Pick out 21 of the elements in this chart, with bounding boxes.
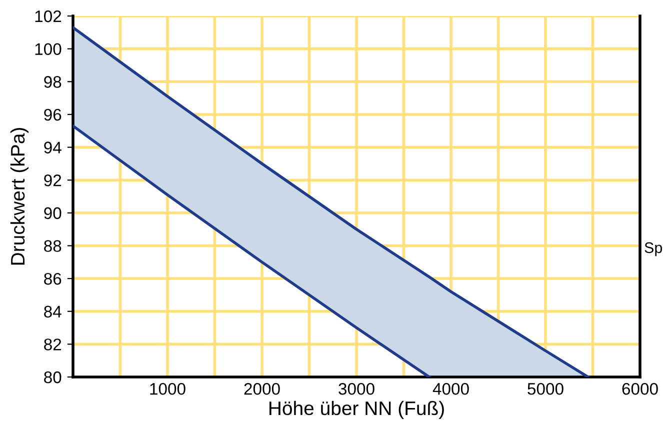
y-tick-label: 90 <box>44 207 62 220</box>
x-axis-title: Höhe über NN (Fuß) <box>269 400 444 419</box>
y-tick-label: 82 <box>44 338 62 350</box>
y-tick-label: 86 <box>44 272 62 285</box>
x-tick-label: 4000 <box>432 382 469 395</box>
text: Sp <box>644 242 662 256</box>
x-tick-label: 5000 <box>528 382 564 395</box>
y-tick-label: 80 <box>44 371 62 384</box>
y-tick-label: 92 <box>44 174 62 186</box>
y-tick-label: 84 <box>44 306 62 318</box>
y-tick-label: 96 <box>44 108 62 121</box>
x-tick-label: 2000 <box>244 382 280 395</box>
y-axis-title: Druckwert (kPa) <box>10 128 29 265</box>
y-tick-label: 98 <box>44 76 62 88</box>
x-tick-label: 3000 <box>338 382 374 395</box>
x-tick-label: 1000 <box>150 382 186 395</box>
x-tick-label: 6000 <box>622 382 658 395</box>
y-tick-label: 94 <box>44 142 62 154</box>
y-tick-label: 100 <box>35 43 62 56</box>
y-tick-label: 88 <box>44 240 62 252</box>
y-tick-label: 102 <box>35 10 62 22</box>
